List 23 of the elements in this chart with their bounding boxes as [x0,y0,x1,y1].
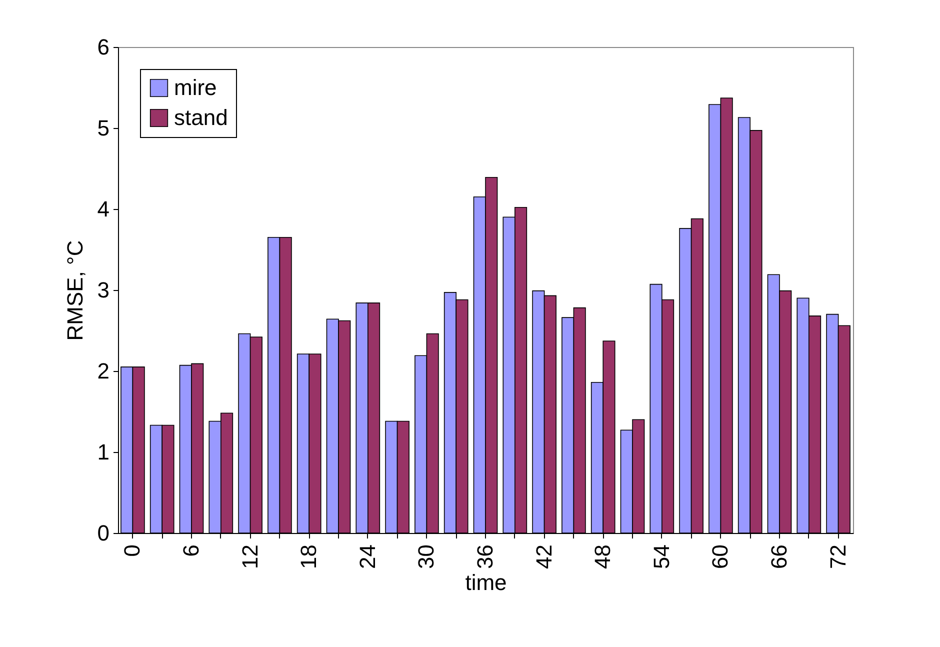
x-tick-label: 36 [472,544,498,569]
x-tick-label: 18 [296,544,322,569]
y-tick-label: 2 [97,358,110,384]
x-tick-label: 66 [766,544,792,569]
x-tick-label: 24 [354,544,380,569]
x-tick-label: 48 [590,544,616,569]
legend-label: stand [174,105,228,130]
x-tick-label: 30 [414,544,439,569]
x-tick-label: 60 [708,544,733,569]
y-tick-label: 5 [97,116,110,140]
legend-label: mire [174,75,217,100]
y-tick-label: 6 [97,34,110,60]
y-tick-label: 3 [97,278,110,302]
x-tick-label: 54 [648,544,674,569]
y-tick-label: 1 [97,440,110,464]
x-tick-label: 6 [178,544,204,557]
x-tick-label: 0 [120,544,145,557]
x-axis-title: time [465,570,507,595]
x-tick-label: 72 [825,544,850,569]
y-axis-title: RMSE, °C [62,240,88,341]
x-tick-label: 42 [531,544,556,569]
y-tick-label: 4 [97,196,110,222]
x-tick-label: 12 [237,544,262,569]
